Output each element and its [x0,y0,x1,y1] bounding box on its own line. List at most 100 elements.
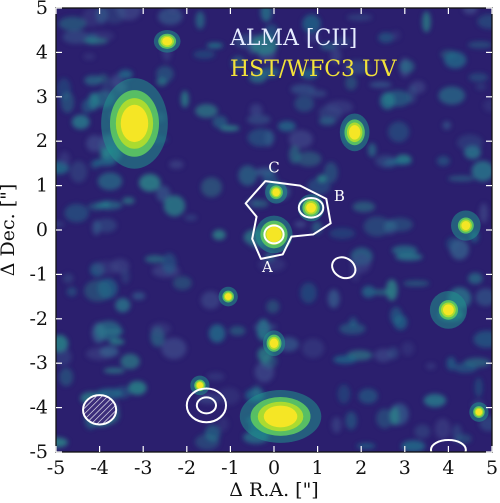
noise-blob [62,273,74,284]
noise-blob [56,334,69,353]
noise-blob [474,377,483,398]
noise-blob [449,238,470,260]
noise-blob [387,121,410,143]
noise-blob [229,326,246,336]
noise-blob [184,214,198,221]
source-glow [196,382,204,389]
source-glow [162,37,173,46]
noise-blob [62,30,90,44]
contour-outer [244,180,332,260]
beam-ellipse [82,394,118,426]
noise-blob [172,276,192,290]
noise-blob [93,158,117,166]
noise-blob [399,60,415,74]
noise-blob [264,130,274,147]
noise-blob [352,201,376,213]
noise-blob [329,227,355,239]
noise-blob [414,424,431,439]
noise-blob [83,53,96,61]
noise-blob [246,114,271,125]
y-tick-label: -4 [29,397,48,419]
noise-blob [389,406,400,426]
noise-blob [473,330,492,348]
noise-blob [195,103,218,118]
noise-blob [88,202,104,211]
noise-blob [361,285,376,298]
x-tick-label: 0 [268,457,280,479]
contours-layer [82,180,467,452]
noise-blob [327,289,340,309]
x-tick-label: -5 [47,457,66,479]
annotation-c: C [268,158,279,176]
noise-blob [260,8,272,22]
legend-alma: ALMA [CII] [229,26,357,51]
noise-blob [84,75,102,86]
noise-blob [446,356,456,371]
noise-blob [60,91,75,114]
noise-blob [294,220,307,228]
contour [195,396,218,415]
noise-blob [97,172,123,191]
noise-blob [95,320,122,341]
noise-blob [169,160,184,169]
noise-blob [390,306,403,325]
contour [263,224,285,245]
source-glow [272,188,280,197]
source [469,402,489,422]
noise-blob [118,69,133,80]
annotations-layer: C B A [261,158,345,276]
noise-blob [101,201,110,208]
noise-blob [121,269,130,284]
source [190,375,210,396]
y-tick-label: -1 [29,263,48,285]
noise-blob [447,175,475,182]
noise-blob [300,68,319,79]
noise-blob [180,90,189,108]
noise-blob [195,11,205,30]
noise-blob [401,341,415,356]
noise-blob [56,348,72,366]
noise-blob [423,393,447,408]
noise-blob [467,41,492,49]
sources-layer [101,29,489,443]
noise-blob [161,253,177,274]
noise-blob [97,278,118,299]
noise-blob [453,362,478,373]
noise-blob [385,279,398,301]
y-tick-label: -2 [29,308,48,330]
x-tick-label: -4 [90,457,109,479]
noise-blob [463,8,478,15]
y-tick-label: 4 [36,41,48,63]
noise-blob [249,103,263,117]
noise-blob [434,418,451,440]
noise-blob [325,100,354,114]
x-tick-label: 1 [312,457,324,479]
noise-blob [333,37,352,47]
noise-blob [252,199,269,208]
noise-blob [99,345,119,358]
noise-blob [345,411,357,430]
noise-blob [238,165,258,186]
noise-blob [300,282,317,304]
noise-blob [320,42,337,51]
noise-blob [66,286,77,297]
noise-blob [367,143,377,158]
noise-blob [422,11,431,33]
annotation-b: B [334,187,345,205]
y-tick-label: -5 [29,441,48,463]
noise-blob [208,324,226,343]
noise-blob [64,203,89,223]
noise-blob [156,185,171,202]
y-tick-label: 3 [36,86,48,108]
noise-blob [483,99,492,113]
noise-blob [307,89,327,98]
noise-blob [387,347,399,360]
y-tick-label: -3 [29,352,48,374]
ticks-layer: -5 -4 -3 -2 -1 0 1 2 3 4 5 5 4 3 2 1 0 -1 -2 -3 -4 -5 [29,0,498,479]
noise-blob [58,16,87,31]
noise-blob [344,60,370,75]
noise-blob [288,130,313,149]
noise-blob [86,135,103,152]
noise-blob [206,372,225,381]
noise-blob [258,257,286,272]
